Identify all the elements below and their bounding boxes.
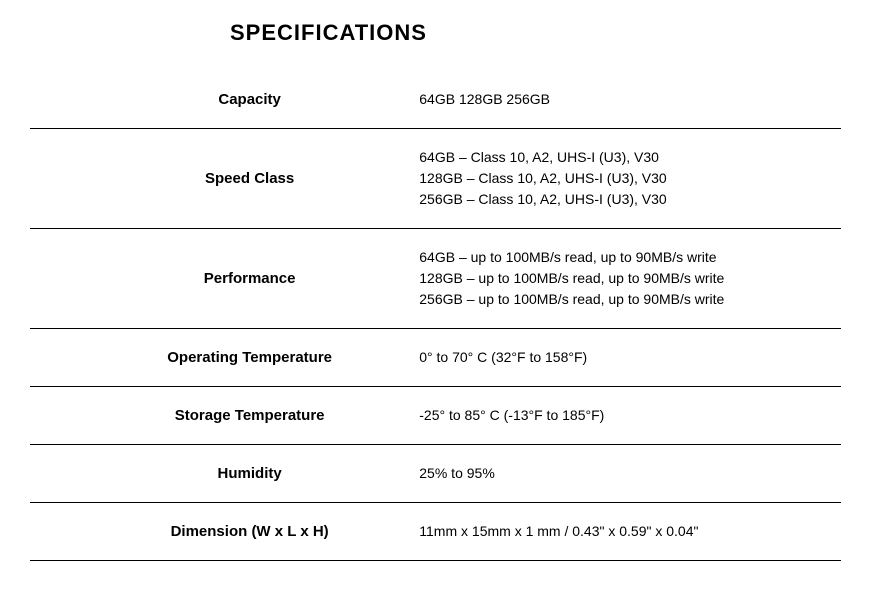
spec-label-performance: Performance	[30, 229, 419, 329]
spec-label-speed-class: Speed Class	[30, 129, 419, 229]
table-row: Speed Class 64GB – Class 10, A2, UHS-I (…	[30, 129, 841, 229]
spec-value-capacity: 64GB 128GB 256GB	[419, 71, 841, 129]
spec-value-storage-temperature: -25° to 85° C (-13°F to 185°F)	[419, 387, 841, 445]
spec-value-performance: 64GB – up to 100MB/s read, up to 90MB/s …	[419, 229, 841, 329]
specifications-table: Capacity 64GB 128GB 256GB Speed Class 64…	[30, 71, 841, 561]
spec-value-dimension: 11mm x 15mm x 1 mm / 0.43" x 0.59" x 0.0…	[419, 503, 841, 561]
spec-value-humidity: 25% to 95%	[419, 445, 841, 503]
spec-label-capacity: Capacity	[30, 71, 419, 129]
spec-label-humidity: Humidity	[30, 445, 419, 503]
table-row: Storage Temperature -25° to 85° C (-13°F…	[30, 387, 841, 445]
table-row: Dimension (W x L x H) 11mm x 15mm x 1 mm…	[30, 503, 841, 561]
spec-label-operating-temperature: Operating Temperature	[30, 329, 419, 387]
spec-label-storage-temperature: Storage Temperature	[30, 387, 419, 445]
spec-label-dimension: Dimension (W x L x H)	[30, 503, 419, 561]
spec-value-operating-temperature: 0° to 70° C (32°F to 158°F)	[419, 329, 841, 387]
table-row: Operating Temperature 0° to 70° C (32°F …	[30, 329, 841, 387]
spec-value-speed-class: 64GB – Class 10, A2, UHS-I (U3), V30 128…	[419, 129, 841, 229]
page-title: SPECIFICATIONS	[230, 20, 841, 46]
specifications-tbody: Capacity 64GB 128GB 256GB Speed Class 64…	[30, 71, 841, 561]
table-row: Capacity 64GB 128GB 256GB	[30, 71, 841, 129]
table-row: Humidity 25% to 95%	[30, 445, 841, 503]
table-row: Performance 64GB – up to 100MB/s read, u…	[30, 229, 841, 329]
